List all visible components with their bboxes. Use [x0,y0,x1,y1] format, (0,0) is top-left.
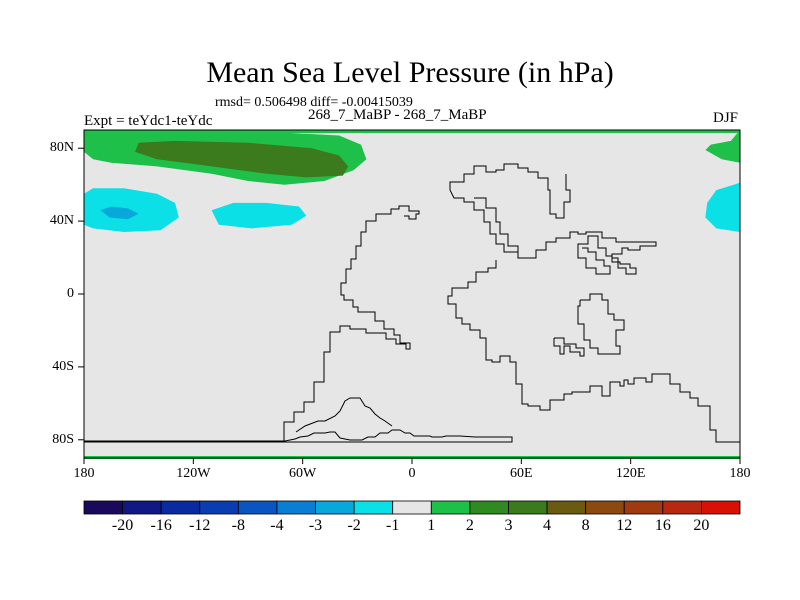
colorbar-swatch [430,500,471,515]
x-tick-label: 180 [73,466,95,481]
plot-background [84,130,740,458]
colorbar-label: -2 [347,517,361,534]
colorbar-swatch [276,500,316,515]
colorbar-label: -16 [150,517,172,534]
coastline-eurasia [449,189,657,275]
top-edge-band [84,130,740,133]
colorbar-label: 2 [465,517,474,534]
colorbar-swatch [199,500,239,515]
x-tick-label: 60E [510,466,533,481]
colorbar-swatch [160,500,201,515]
colorbar-swatch [83,500,123,515]
x-tick-label: 0 [408,466,416,481]
colorbar-label: -1 [386,517,400,534]
colorbar-swatch [623,500,664,515]
x-tick-label: 120W [176,466,211,481]
pacific-negative-core [100,206,139,220]
colorbar-swatch [508,500,548,515]
pacific-negative-low [84,188,179,232]
colorbar-swatch [662,500,702,515]
colorbar-swatch [546,500,587,515]
x-tick-label: 180 [729,466,751,481]
y-tick-label: 80S [52,431,74,447]
coastline-antarctic-ridge [295,397,393,433]
arctic-east-positive [705,130,740,163]
colorbar-label: 12 [616,517,633,534]
chart-title: Mean Sea Level Pressure (in hPa) [206,56,614,89]
colorbar-swatch [469,500,509,515]
colorbar-swatch [122,500,162,515]
colorbar-label: 20 [693,517,710,534]
colorbar-swatch [315,500,355,515]
colorbar-label: -3 [308,517,323,534]
colorbar-label: 8 [581,517,590,534]
colorbar-label: 16 [654,517,671,534]
east-edge-negative-low [705,182,740,232]
colorbar-label: -12 [189,517,211,534]
coastline-western-interior [474,197,519,256]
colorbar-swatch [392,500,432,515]
colorbar-label: -4 [270,517,284,534]
chart-subtitle: rmsd= 0.506498 diff= -0.00415039 [215,95,413,110]
arctic-positive-core [135,140,349,178]
coastline-island-east [553,337,585,357]
x-tick-label: 120E [615,466,646,481]
colorbar-swatch [353,500,394,515]
colorbar-label: -20 [111,517,134,534]
colorbar-label: 4 [543,517,552,534]
colorbar-swatch [237,500,278,515]
coastline-antarctic-peninsula [84,429,513,443]
colorbar-label: 1 [427,517,436,534]
coastline-island [577,293,625,355]
y-tick-label: 80N [49,140,74,156]
colorbar-swatch [585,500,625,515]
atlantic-negative-low [211,202,307,229]
coastline-americas [84,205,420,443]
colorbar-swatch [701,500,741,515]
y-tick-label: 0 [67,286,74,301]
experiment-label: Expt = teYdc1-teYdc [84,113,213,129]
x-tick-label: 60W [289,466,317,481]
coastlines [84,163,740,443]
colorbar-label: 3 [504,517,513,534]
coastline-southern-africa [447,260,740,443]
y-tick-label: 40S [52,358,74,374]
season-label: DJF [713,110,739,126]
colorbar-label: -8 [231,517,245,534]
coastline-africa [449,163,571,219]
y-tick-label: 40N [49,213,74,229]
case-label: 268_7_MaBP - 268_7_MaBP [308,107,487,123]
